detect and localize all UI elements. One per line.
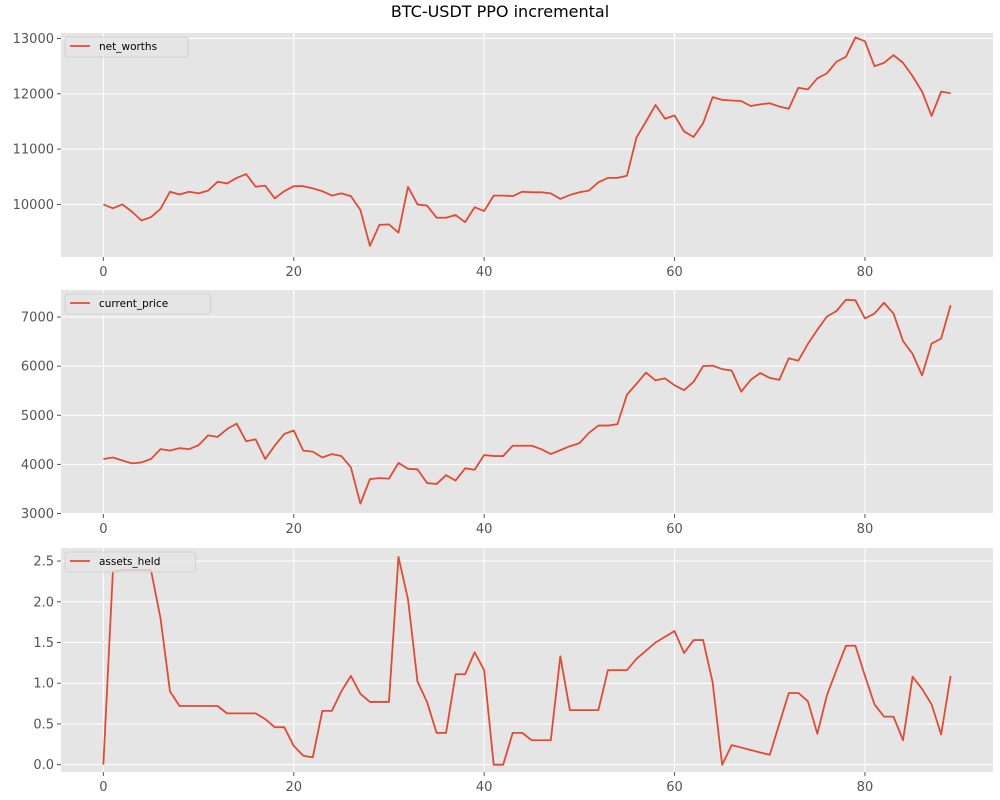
x-tick-label: 60: [666, 522, 683, 537]
figure-title: BTC-USDT PPO incremental: [390, 2, 610, 21]
legend-label: assets_held: [99, 556, 160, 568]
x-tick-label: 40: [476, 265, 493, 280]
y-tick-label: 11000: [13, 143, 54, 158]
x-tick-label: 0: [99, 265, 107, 280]
y-tick-label: 2.5: [33, 555, 54, 570]
subplot-1: 10000 11000 12000 13000 0 20 40 60 80 net_worths: [13, 32, 993, 280]
x-tick-label: 0: [99, 780, 107, 795]
legend-box: [64, 551, 196, 573]
x-tick-label: 80: [857, 780, 874, 795]
x-tick-label: 20: [285, 522, 302, 537]
y-tick-label: 12000: [13, 87, 54, 102]
legend-label: current_price: [99, 298, 168, 310]
x-tick-label: 20: [285, 265, 302, 280]
subplot-2: 3000 4000 5000 6000 7000 0 20 40 60 80 current_pri…: [21, 290, 993, 537]
y-tick-label: 1.5: [33, 636, 54, 651]
y-tick-label: 6000: [21, 360, 54, 375]
y-tick-label: 5000: [21, 409, 54, 424]
x-tick-label: 80: [857, 522, 874, 537]
plot-area: [61, 548, 993, 772]
plot-area: [61, 33, 993, 257]
x-tick-label: 80: [857, 265, 874, 280]
y-tick-label: 13000: [13, 32, 54, 47]
legend-label: net_worths: [99, 41, 157, 53]
y-tick-label: 7000: [21, 311, 54, 326]
series-line-net-worths: [103, 36, 951, 247]
legend-box: [64, 293, 211, 315]
y-tick-label: 0.0: [33, 758, 54, 773]
x-tick-label: 40: [476, 780, 493, 795]
x-tick-label: 40: [476, 522, 493, 537]
x-tick-label: 60: [666, 780, 683, 795]
legend-box: [64, 36, 189, 58]
y-tick-label: 2.0: [33, 595, 54, 610]
y-tick-label: 3000: [21, 507, 54, 522]
series-line-assets-held: [102, 556, 952, 766]
x-tick-label: 60: [666, 265, 683, 280]
series-line-current-price: [103, 298, 952, 505]
x-tick-label: 0: [99, 522, 107, 537]
y-tick-label: 4000: [21, 458, 54, 473]
y-tick-label: 0.5: [33, 717, 54, 732]
subplot-3: 0.0 0.5 1.0 1.5 2.0 2.5 0 20 40 60 80 assets_held: [33, 548, 993, 795]
plot-area: [61, 290, 993, 514]
x-tick-label: 20: [285, 780, 302, 795]
y-tick-label: 1.0: [33, 677, 54, 692]
y-tick-label: 10000: [13, 198, 54, 213]
